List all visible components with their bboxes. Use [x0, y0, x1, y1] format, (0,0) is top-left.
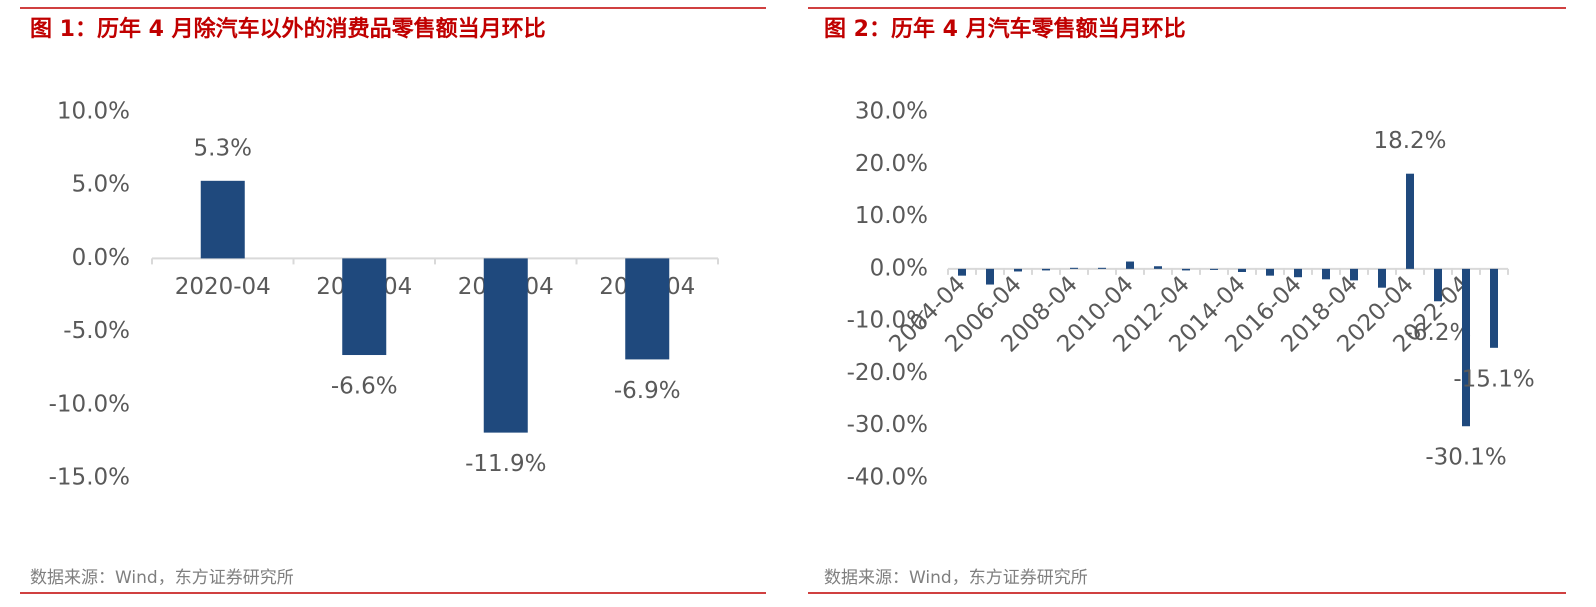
y-tick-label: 10.0%: [855, 203, 928, 229]
data-label: -15.1%: [1453, 366, 1534, 392]
y-tick-label: -15.0%: [49, 465, 130, 491]
y-tick-label: 30.0%: [855, 99, 928, 125]
y-tick-label: 5.0%: [72, 172, 130, 198]
bar: [1294, 268, 1302, 278]
bar: [1182, 268, 1190, 271]
y-tick-label: 10.0%: [57, 99, 130, 125]
bar: [1266, 268, 1274, 276]
bar: [1462, 268, 1470, 427]
bar: [1238, 268, 1246, 272]
bar: [1350, 268, 1358, 281]
bar: [1210, 268, 1218, 270]
data-label: -6.9%: [614, 378, 681, 404]
y-tick-label: -20.0%: [847, 360, 928, 386]
data-label: -6.2%: [1405, 320, 1472, 346]
bar: [625, 258, 670, 360]
y-tick-label: 20.0%: [855, 151, 928, 177]
bar: [1042, 268, 1050, 271]
bar: [342, 258, 387, 356]
bar: [1434, 268, 1442, 302]
y-tick-label: -10.0%: [49, 391, 130, 417]
chart-title: 图 1：历年 4 月除汽车以外的消费品零售额当月环比: [30, 16, 546, 42]
data-label: -30.1%: [1425, 445, 1506, 471]
bar: [1154, 266, 1162, 269]
data-label: -11.9%: [465, 451, 546, 477]
bar: [986, 268, 994, 285]
data-label: 5.3%: [194, 135, 252, 161]
bar: [1098, 267, 1106, 269]
y-tick-label: -10.0%: [847, 308, 928, 334]
source-note: 数据来源：Wind，东方证券研究所: [824, 568, 1088, 588]
y-tick-label: 0.0%: [870, 255, 928, 281]
bar: [200, 180, 245, 259]
bar: [958, 268, 966, 276]
bar: [1070, 267, 1078, 269]
y-tick-label: -40.0%: [847, 465, 928, 491]
bar: [1378, 268, 1386, 288]
chart-title: 图 2：历年 4 月汽车零售额当月环比: [824, 16, 1186, 42]
bar: [1490, 268, 1498, 348]
bar: [1406, 173, 1414, 269]
bar: [1126, 261, 1134, 269]
bar: [1014, 268, 1022, 272]
data-label: -6.6%: [331, 374, 398, 400]
x-tick-label: 2020-04: [175, 274, 271, 300]
bar: [1322, 268, 1330, 280]
y-tick-label: -30.0%: [847, 412, 928, 438]
bar: [483, 258, 528, 433]
data-label: 18.2%: [1373, 128, 1446, 154]
source-note: 数据来源：Wind，东方证券研究所: [30, 568, 294, 588]
y-tick-label: -5.0%: [63, 318, 130, 344]
y-tick-label: 0.0%: [72, 245, 130, 271]
